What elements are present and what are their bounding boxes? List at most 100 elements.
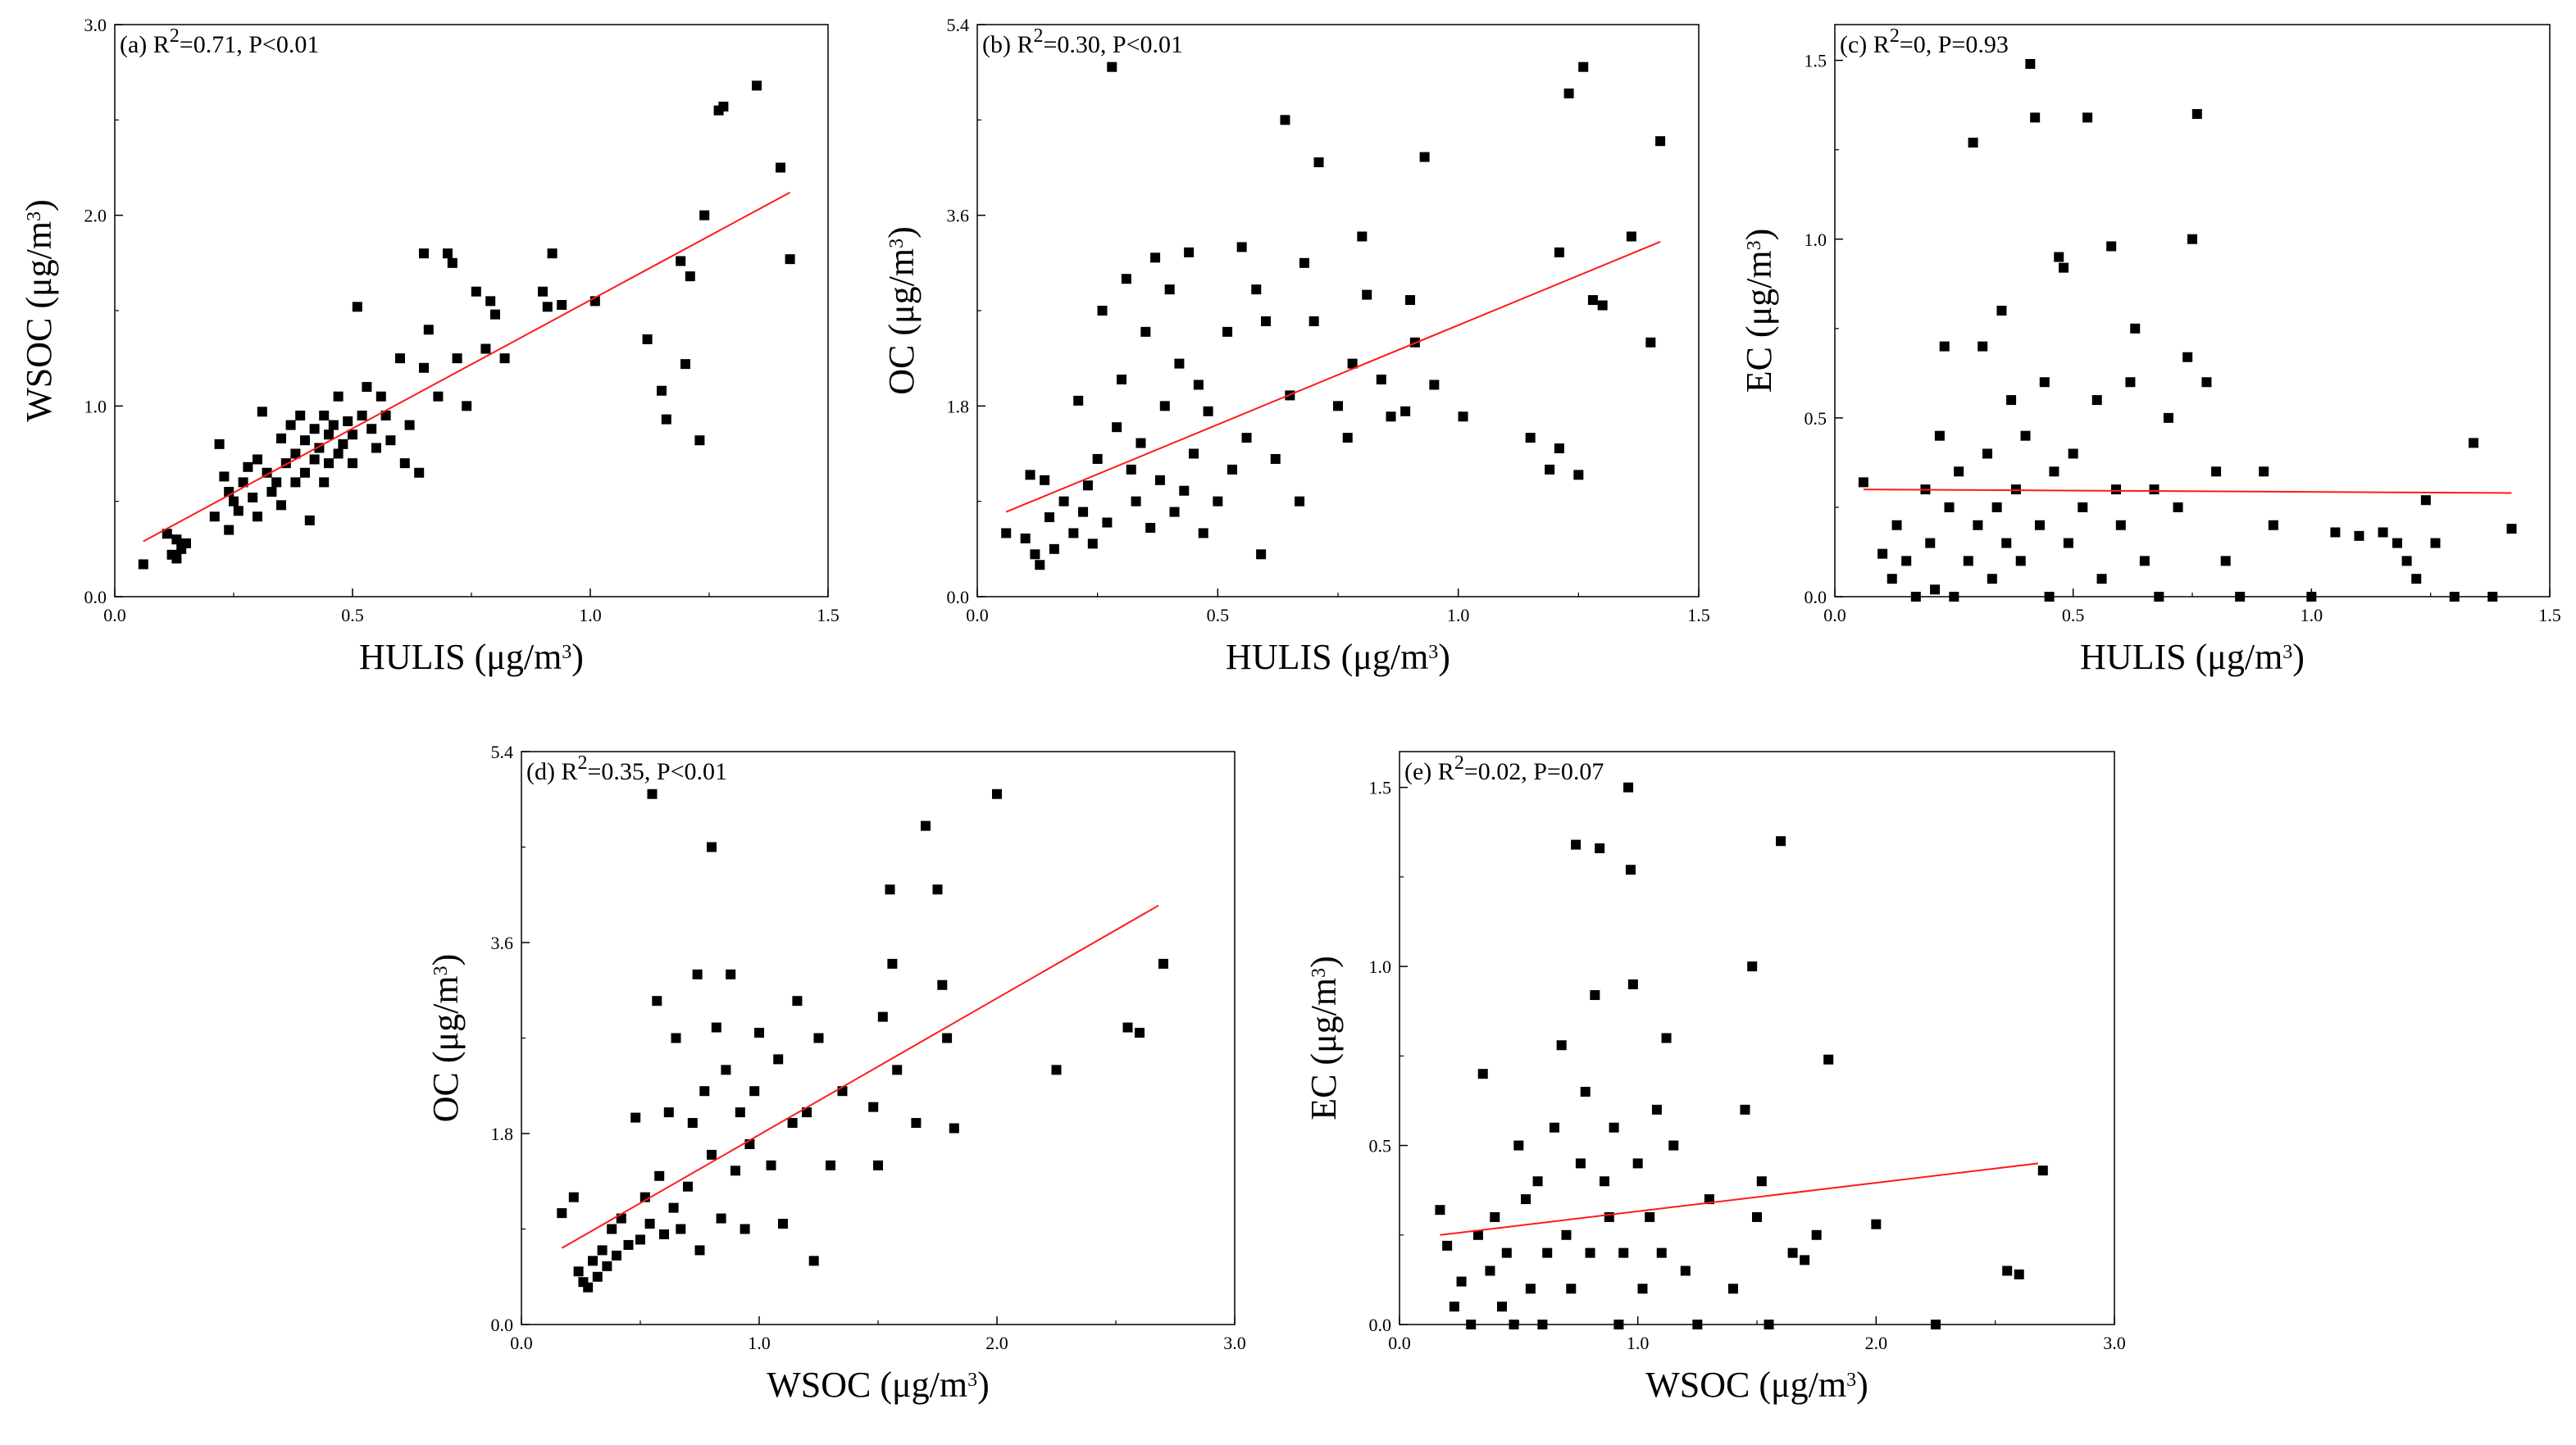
data-point [238,477,248,488]
data-point [2211,466,2222,477]
data-point [2014,1269,2024,1279]
data-point [1449,1302,1459,1312]
data-point [1295,496,1305,507]
data-point [1357,231,1368,242]
data-point [1963,556,1973,566]
data-point [1490,1211,1500,1222]
data-point [1222,326,1233,337]
data-point [1597,300,1608,311]
data-point [1651,1104,1662,1115]
y-tick-label: 1.8 [947,396,970,416]
data-point [1680,1266,1691,1276]
data-point [676,256,686,266]
x-tick-label: 0.0 [103,605,126,625]
data-point [385,435,396,446]
data-point [1477,1069,1488,1079]
data-point [1655,136,1666,147]
data-point [209,511,220,522]
data-point [2401,556,2412,566]
data-point [319,410,330,420]
data-point [592,1271,603,1282]
data-point [243,461,253,472]
data-point [932,884,943,895]
data-point [1877,548,1888,559]
data-point [588,1256,598,1266]
data-point [2110,484,2121,495]
data-point [630,1112,641,1123]
data-point [1554,247,1564,257]
data-point [1362,289,1372,300]
y-axis-title: WSOC (μg/m3) [19,199,59,421]
data-point [2306,592,2317,602]
y-tick-label: 5.4 [491,742,514,762]
data-point [676,1224,686,1234]
data-point [295,410,306,420]
data-point [557,1208,567,1219]
data-point [992,788,1002,799]
data-point [1692,1320,1703,1329]
data-point [1040,475,1050,485]
data-point [1241,433,1252,443]
y-tick-label: 2.0 [84,206,107,226]
data-point [647,788,658,799]
data-point [778,1219,788,1229]
y-tick-label: 1.0 [84,396,107,416]
data-point [2130,323,2141,334]
data-point [1227,464,1237,475]
x-tick-label: 0.0 [510,1333,533,1353]
data-point [471,286,481,297]
annotation-d: (d) R2=0.35, P<0.01 [526,752,727,785]
data-point [707,1149,717,1160]
data-point [652,996,662,1007]
data-point [2259,466,2269,477]
data-point [1159,401,1170,411]
data-point [1435,1205,1445,1216]
data-point [324,458,334,469]
data-point [2106,241,2117,252]
data-point [1595,843,1605,853]
data-point [304,515,315,525]
data-point [1466,1320,1477,1329]
data-point [1419,152,1430,162]
data-point [668,1202,679,1213]
data-point [443,248,453,259]
data-point [2354,530,2364,541]
data-point [2139,556,2150,566]
x-tick-label: 1.5 [2538,605,2561,625]
data-point [171,534,182,545]
data-point [333,448,344,459]
data-point [1609,1122,1619,1133]
data-point [2191,109,2202,120]
data-point [300,467,310,478]
data-point [1727,1284,1738,1294]
data-point [1308,316,1319,326]
data-point [885,884,895,895]
data-point [1637,1284,1648,1294]
data-point [224,525,234,535]
annotation-c: (c) R2=0, P=0.93 [1840,25,2009,58]
data-point [1164,284,1175,295]
data-point [2201,377,2212,388]
x-tick-label: 0.5 [2062,605,2085,625]
data-point [1442,1240,1453,1251]
y-tick-label: 1.5 [1805,51,1827,71]
data-point [1554,443,1564,454]
fit-line [143,191,791,543]
data-point [1347,358,1358,369]
data-point [607,1224,617,1234]
x-tick-label: 1.0 [748,1333,771,1353]
data-point [162,529,172,539]
data-point [1944,502,1955,512]
data-point [1625,865,1636,875]
data-point [1122,1022,1133,1033]
data-point [542,302,553,312]
data-point [1189,448,1199,459]
x-tick-label: 3.0 [2103,1333,2126,1353]
data-point [671,1033,681,1043]
data-point [1954,466,1964,477]
data-point [324,429,334,440]
data-point [1858,477,1868,488]
data-point [659,1229,669,1239]
data-point [1525,1284,1536,1294]
data-point [447,257,457,268]
